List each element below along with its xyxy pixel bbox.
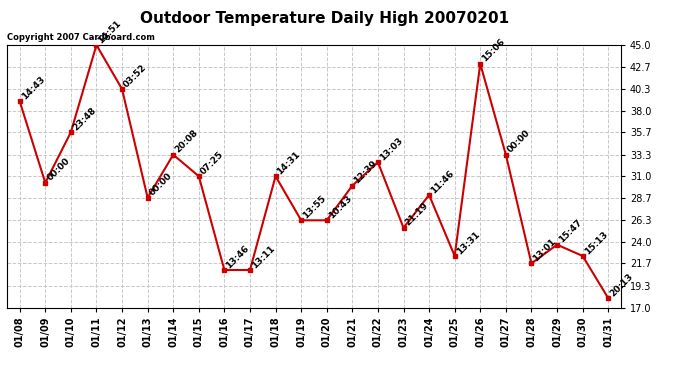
Text: 14:51: 14:51 [97, 18, 123, 45]
Text: Outdoor Temperature Daily High 20070201: Outdoor Temperature Daily High 20070201 [140, 11, 509, 26]
Text: 13:01: 13:01 [531, 237, 558, 263]
Text: 20:13: 20:13 [608, 272, 635, 298]
Text: 15:47: 15:47 [557, 218, 584, 245]
Text: 23:48: 23:48 [71, 105, 97, 132]
Text: 15:13: 15:13 [582, 230, 609, 256]
Text: 14:43: 14:43 [20, 75, 46, 101]
Text: Copyright 2007 Cardboard.com: Copyright 2007 Cardboard.com [7, 33, 155, 42]
Text: 13:11: 13:11 [250, 243, 277, 270]
Text: 10:43: 10:43 [327, 194, 353, 220]
Text: 12:39: 12:39 [353, 159, 379, 186]
Text: 21:19: 21:19 [404, 201, 430, 228]
Text: 00:00: 00:00 [506, 128, 532, 155]
Text: 13:31: 13:31 [455, 230, 482, 256]
Text: 11:46: 11:46 [429, 168, 456, 195]
Text: 20:08: 20:08 [173, 128, 199, 155]
Text: 07:25: 07:25 [199, 150, 226, 176]
Text: 00:00: 00:00 [46, 156, 72, 183]
Text: 14:31: 14:31 [275, 150, 302, 176]
Text: 15:06: 15:06 [480, 37, 506, 64]
Text: 03:52: 03:52 [122, 63, 148, 89]
Text: 13:03: 13:03 [378, 136, 404, 162]
Text: 13:46: 13:46 [224, 243, 251, 270]
Text: 13:55: 13:55 [301, 194, 328, 220]
Text: 00:00: 00:00 [148, 171, 174, 198]
